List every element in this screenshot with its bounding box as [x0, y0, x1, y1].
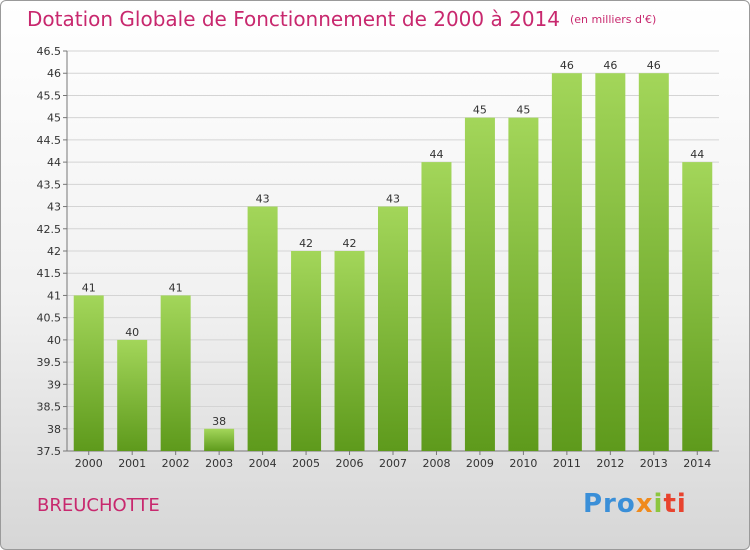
y-tick-label: 40: [47, 334, 61, 347]
bar-2001: [117, 339, 148, 451]
y-tick-label: 42: [47, 245, 61, 258]
commune-name: BREUCHOTTE: [37, 495, 160, 516]
value-label-2004: 43: [256, 193, 270, 206]
y-tick-label: 44: [47, 156, 61, 169]
x-tick-label-2006: 2006: [336, 457, 364, 470]
y-tick-label: 46.5: [37, 45, 62, 58]
y-tick-label: 41: [47, 289, 61, 302]
value-label-2014: 44: [690, 148, 704, 161]
value-label-2010: 45: [516, 104, 530, 117]
value-label-2008: 44: [429, 148, 443, 161]
value-label-2012: 46: [603, 59, 617, 72]
y-tick-label: 40.5: [37, 312, 62, 325]
bar-2008: [421, 162, 452, 451]
y-tick-label: 37.5: [37, 445, 62, 458]
value-label-2006: 42: [343, 237, 357, 250]
chart-unit: (en milliers d'€): [570, 13, 657, 26]
bar-2002: [160, 295, 191, 451]
bar-2004: [247, 206, 278, 451]
bar-2014: [682, 162, 713, 451]
bar-2005: [291, 251, 322, 451]
x-tick-label-2000: 2000: [75, 457, 103, 470]
value-label-2000: 41: [82, 281, 96, 294]
proxiti-logo: Proxiti: [583, 489, 687, 519]
bar-2013: [638, 73, 669, 451]
x-tick-label-2004: 2004: [249, 457, 277, 470]
y-tick-label: 39.5: [37, 356, 62, 369]
x-tick-label-2003: 2003: [205, 457, 233, 470]
value-label-2009: 45: [473, 104, 487, 117]
x-tick-label-2010: 2010: [509, 457, 537, 470]
logo-part-3: i: [653, 489, 664, 519]
y-tick-label: 42.5: [37, 223, 62, 236]
x-tick-label-2007: 2007: [379, 457, 407, 470]
logo-part-4: ti: [663, 489, 687, 519]
value-label-2007: 43: [386, 193, 400, 206]
y-tick-label: 38.5: [37, 401, 62, 414]
logo-part-1: Pro: [583, 489, 636, 519]
value-label-2002: 41: [169, 281, 183, 294]
y-tick-label: 41.5: [37, 267, 62, 280]
bar-2003: [204, 428, 235, 451]
bar-2007: [378, 206, 408, 451]
y-tick-label: 46: [47, 67, 61, 80]
bar-2000: [73, 295, 104, 451]
chart-title: Dotation Globale de Fonctionnement de 20…: [27, 7, 656, 31]
x-tick-label-2005: 2005: [292, 457, 320, 470]
chart-title-text: Dotation Globale de Fonctionnement de 20…: [27, 7, 560, 31]
bars: [73, 73, 713, 452]
bar-2006: [334, 251, 365, 451]
bar-2011: [551, 73, 582, 451]
logo-part-2: x: [635, 489, 654, 519]
value-label-2005: 42: [299, 237, 313, 250]
y-tick-label: 43.5: [37, 178, 62, 191]
x-tick-label-2009: 2009: [466, 457, 494, 470]
value-label-2003: 38: [212, 415, 226, 428]
x-tick-label-2008: 2008: [422, 457, 450, 470]
value-label-2001: 40: [125, 326, 139, 339]
bar-2012: [595, 73, 626, 451]
x-tick-label-2011: 2011: [553, 457, 581, 470]
x-tick-label-2001: 2001: [118, 457, 146, 470]
x-tick-label-2014: 2014: [683, 457, 711, 470]
y-tick-label: 44.5: [37, 134, 62, 147]
bar-2009: [464, 117, 495, 452]
value-label-2011: 46: [560, 59, 574, 72]
y-tick-label: 45.5: [37, 89, 62, 102]
y-tick-label: 39: [47, 378, 61, 391]
value-label-2013: 46: [647, 59, 661, 72]
x-tick-label-2002: 2002: [162, 457, 190, 470]
x-tick-label-2012: 2012: [596, 457, 624, 470]
y-tick-label: 43: [47, 201, 61, 214]
labels: 37.5 38 38.5 39 39.5 40 40.5 41 41.5 42 42.5 43 43.5…: [37, 45, 712, 470]
y-tick-label: 38: [47, 423, 61, 436]
y-tick-label: 45: [47, 112, 61, 125]
x-tick-label-2013: 2013: [640, 457, 668, 470]
bar-2010: [508, 117, 539, 452]
